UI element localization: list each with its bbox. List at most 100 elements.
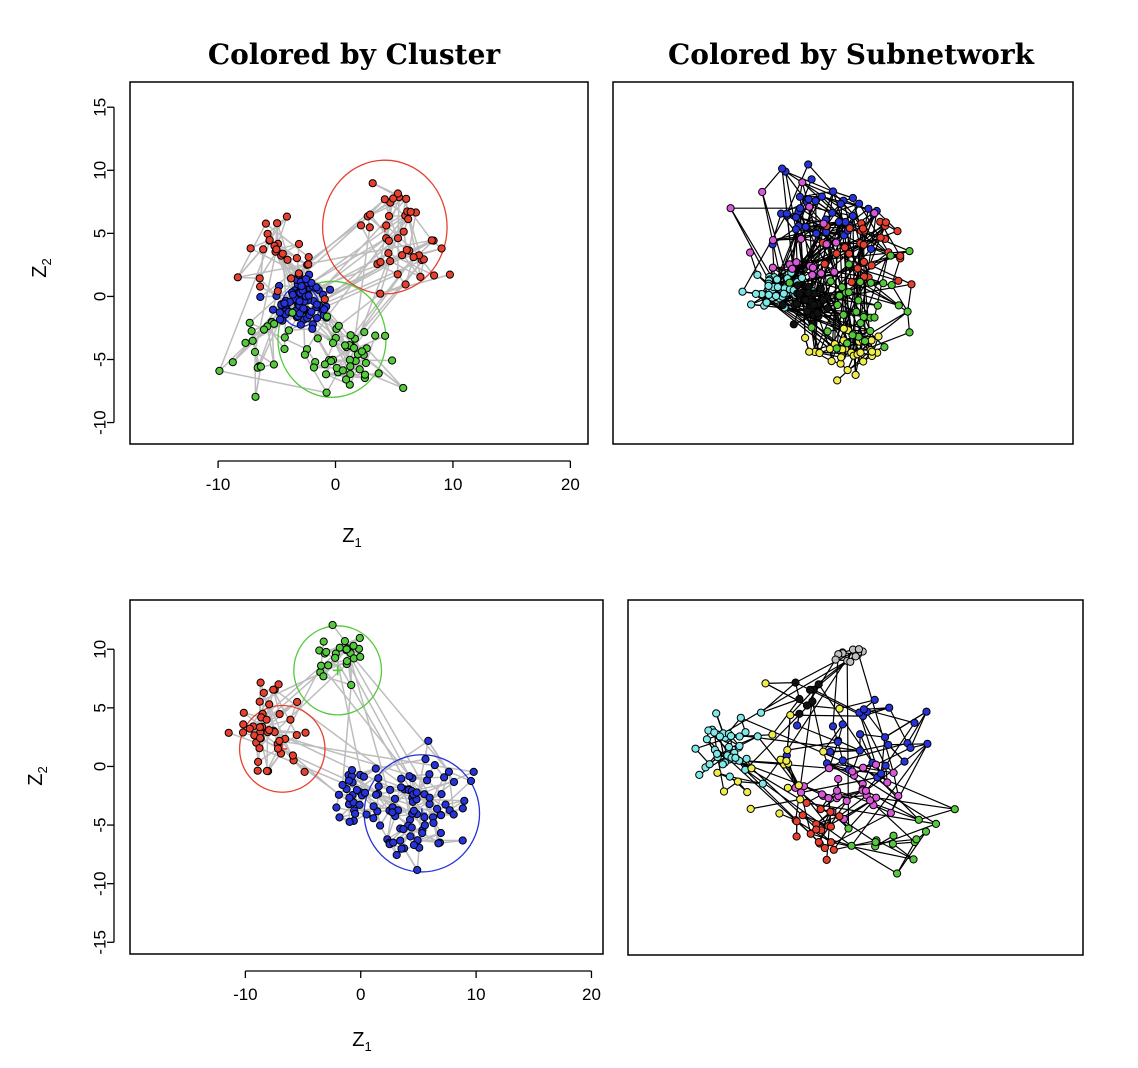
network-node: [747, 764, 756, 773]
network-edge: [761, 168, 783, 193]
network-node: [384, 212, 394, 221]
network-edge: [871, 264, 912, 285]
network-node: [292, 254, 301, 263]
network-edge: [862, 767, 894, 774]
y-tick-label: -5: [91, 352, 110, 367]
network-edge: [730, 207, 770, 281]
network-node: [819, 295, 828, 305]
network-node: [386, 785, 395, 795]
network-node: [884, 740, 893, 749]
network-node: [275, 308, 284, 317]
network-node: [738, 287, 747, 296]
network-node: [789, 320, 798, 329]
network-edge: [706, 738, 798, 822]
network-node: [388, 808, 397, 817]
network-node: [871, 838, 880, 847]
network-node: [731, 753, 740, 762]
network-edge: [360, 225, 382, 263]
network-node: [866, 244, 876, 254]
network-node: [445, 270, 454, 279]
network-node: [265, 726, 274, 735]
network-edge: [367, 215, 408, 251]
network-node: [852, 307, 861, 316]
network-node: [288, 308, 297, 317]
network-node: [460, 796, 469, 805]
network-node: [742, 754, 751, 763]
network-edge: [830, 841, 914, 860]
network-node: [836, 199, 845, 208]
network-node: [259, 325, 269, 334]
network-node: [893, 227, 902, 236]
network-node: [837, 353, 846, 362]
network-node: [224, 728, 233, 737]
network-node: [768, 730, 777, 739]
network-node: [856, 730, 865, 739]
network-node: [340, 637, 349, 646]
network-edge: [760, 698, 800, 714]
network-edge: [254, 249, 278, 353]
network-node: [807, 323, 816, 332]
network-node: [859, 357, 868, 366]
network-node: [334, 790, 343, 799]
network-node: [894, 791, 903, 800]
network-node: [816, 805, 825, 814]
network-node: [712, 749, 722, 758]
network-node: [349, 343, 359, 353]
network-node: [362, 810, 371, 819]
network-node: [870, 695, 879, 705]
network-node: [374, 782, 383, 791]
network-node: [812, 825, 821, 834]
network-edge: [356, 740, 429, 791]
network-edge: [762, 759, 782, 785]
network-node: [425, 793, 434, 802]
network-node: [805, 347, 814, 356]
network-node: [812, 229, 821, 238]
network-node: [418, 829, 427, 838]
network-node: [712, 709, 721, 718]
network-edge: [848, 769, 937, 825]
network-node: [253, 766, 262, 775]
network-node: [346, 331, 355, 340]
network-node: [834, 217, 844, 226]
network-node: [355, 365, 364, 374]
network-edge: [851, 845, 898, 875]
network-node: [344, 776, 353, 785]
network-node: [802, 701, 812, 710]
network-node: [866, 278, 875, 287]
network-edge: [403, 847, 418, 871]
network-node: [724, 742, 734, 752]
network-node: [838, 756, 847, 765]
network-node: [773, 283, 782, 292]
network-node: [950, 805, 959, 814]
network-node: [846, 657, 855, 666]
network-node: [922, 707, 931, 716]
network-node: [900, 757, 909, 766]
network-node: [390, 794, 400, 804]
network-node: [792, 213, 801, 222]
network-edge: [265, 223, 310, 258]
xlabel-top-cluster: Z1: [342, 525, 361, 550]
network-node: [437, 790, 446, 799]
network-node: [762, 298, 771, 307]
network-node: [427, 236, 436, 245]
network-node: [239, 708, 248, 717]
nodes-bottom-cluster: [224, 620, 478, 875]
cluster-circle-green: [293, 625, 383, 716]
network-node: [843, 339, 852, 348]
network-node: [449, 810, 458, 819]
panel-top-subnetwork: [612, 81, 1074, 445]
network-node: [228, 358, 237, 367]
network-edge: [304, 354, 328, 393]
network-node: [322, 647, 331, 657]
network-node: [791, 678, 800, 687]
network-edge: [822, 724, 844, 752]
network-edge: [863, 708, 915, 724]
network-node: [830, 267, 839, 276]
network-node: [328, 620, 337, 630]
network-node: [795, 289, 804, 298]
network-node: [801, 295, 810, 304]
network-edge: [750, 798, 801, 810]
network-node: [261, 219, 270, 228]
network-node: [923, 739, 932, 748]
network-node: [813, 308, 822, 318]
